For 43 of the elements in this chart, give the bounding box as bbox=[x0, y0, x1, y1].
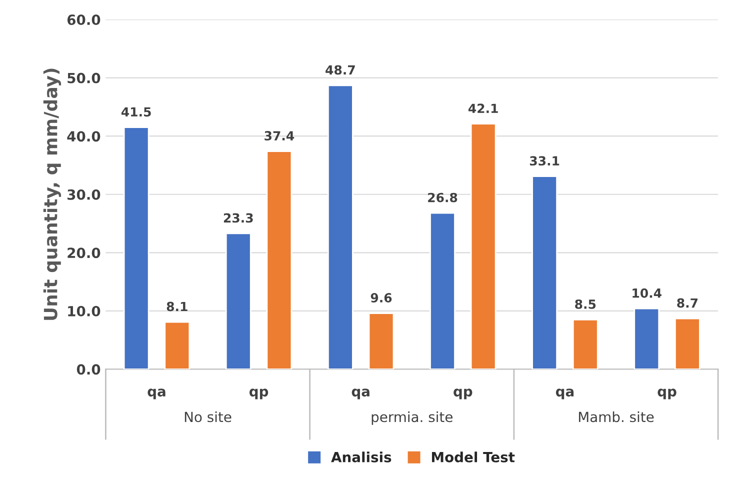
y-tick-label: 0.0 bbox=[76, 364, 100, 375]
bar bbox=[328, 84, 354, 370]
data-label: 42.1 bbox=[468, 104, 498, 113]
bar bbox=[674, 318, 700, 370]
bar bbox=[123, 126, 150, 370]
x-tick-label: qa bbox=[148, 388, 166, 400]
legend-label: Model Test bbox=[432, 452, 515, 462]
x-tick-label: qp bbox=[658, 388, 676, 400]
bar bbox=[430, 212, 456, 370]
data-label: 41.5 bbox=[121, 107, 151, 117]
bar bbox=[164, 321, 190, 370]
y-axis-title: Unit quantity, q mm/day) bbox=[43, 68, 62, 320]
data-label: 10.4 bbox=[632, 288, 662, 298]
data-label: 8.5 bbox=[575, 299, 596, 309]
data-label: 33.1 bbox=[530, 156, 560, 166]
text: permia. site bbox=[372, 411, 452, 425]
x-tick-label: qa bbox=[556, 388, 574, 400]
y-tick-label: 50.0 bbox=[68, 72, 100, 84]
text: No site bbox=[184, 411, 232, 422]
bar bbox=[266, 150, 292, 370]
y-tick-label: 20.0 bbox=[68, 248, 100, 258]
x-tick-label: qp bbox=[454, 388, 472, 400]
y-tick-label: 30.0 bbox=[68, 189, 100, 200]
bar bbox=[470, 123, 496, 370]
bar bbox=[532, 176, 558, 370]
bar bbox=[634, 308, 660, 370]
data-label: 37.4 bbox=[264, 131, 294, 140]
data-label: 9.6 bbox=[370, 293, 392, 302]
data-label: 26.8 bbox=[428, 192, 458, 202]
text: Mamb. site bbox=[578, 411, 654, 422]
bar bbox=[368, 312, 394, 370]
y-tick-label: 40.0 bbox=[67, 131, 100, 142]
legend-label: Analisis bbox=[331, 452, 392, 462]
bar bbox=[572, 318, 598, 370]
x-tick-label: qa bbox=[352, 388, 370, 400]
data-label: 8.7 bbox=[677, 298, 698, 308]
data-label: 23.3 bbox=[224, 213, 253, 223]
data-label: 48.7 bbox=[326, 65, 355, 75]
data-label: 8.1 bbox=[166, 302, 188, 312]
x-tick-label: qp bbox=[249, 388, 268, 400]
y-tick-label: 10.0 bbox=[68, 306, 100, 316]
bar bbox=[225, 232, 252, 370]
y-tick-label: 60.0 bbox=[67, 14, 100, 26]
